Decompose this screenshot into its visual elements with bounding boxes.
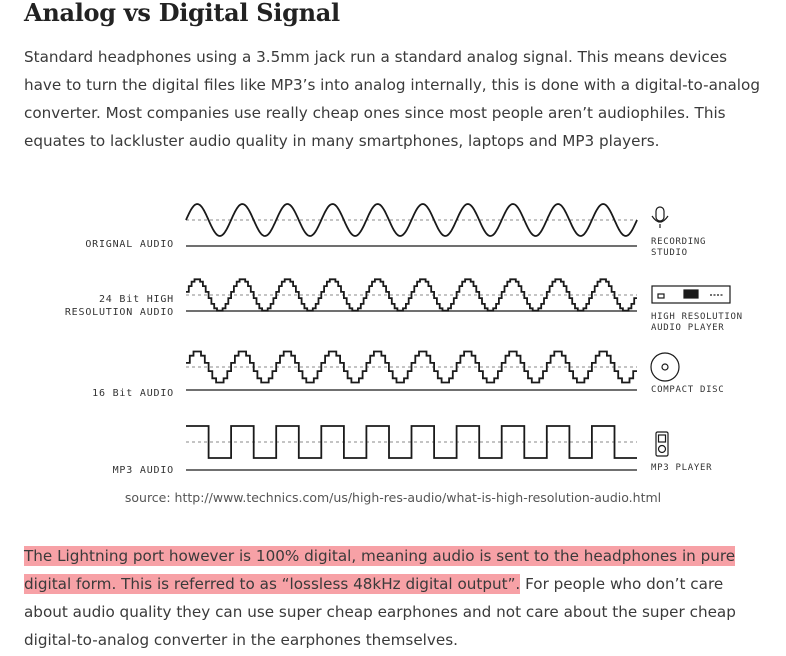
signal-row: MP3 AUDIO MP3 PLAYER: [113, 425, 712, 476]
mp3-player-icon: [655, 431, 669, 457]
paragraph-text: For people who don’t care about audio qu…: [24, 575, 736, 649]
waveform: [186, 350, 637, 384]
source-label: MP3 AUDIO: [113, 465, 174, 476]
compact-disc-icon: [650, 352, 680, 382]
device-label: MP3 PLAYER: [651, 463, 712, 473]
source-label: 16 Bit AUDIO: [92, 388, 174, 399]
intro-paragraph: Standard headphones using a 3.5mm jack r…: [24, 48, 760, 150]
signal-row: 24 Bit HIGH RESOLUTION AUDIO HIGH RESOLUTI…: [65, 278, 743, 333]
source-label: RESOLUTION AUDIO: [65, 307, 174, 318]
device-label: HIGH RESOLUTION: [651, 312, 743, 322]
waveform: [186, 425, 637, 459]
signal-row: 16 Bit AUDIO COMPACT DISC: [92, 350, 724, 399]
device-label: RECORDING: [651, 237, 706, 247]
source-caption: source: http://www.technics.com/us/high-…: [124, 490, 662, 505]
device-label: AUDIO PLAYER: [651, 323, 724, 333]
waveform: [185, 203, 638, 237]
device-label: COMPACT DISC: [651, 385, 724, 395]
section-heading: Analog vs Digital Signal: [24, 0, 340, 27]
lightning-paragraph: The Lightning port however is 100% digit…: [24, 542, 769, 654]
waveform: [186, 278, 637, 312]
source-label: 24 Bit HIGH: [99, 294, 174, 305]
microphone-icon: [651, 206, 669, 228]
device-label: STUDIO: [651, 248, 688, 258]
source-label: ORIGNAL AUDIO: [85, 239, 174, 250]
audio-player-icon: [651, 285, 731, 304]
